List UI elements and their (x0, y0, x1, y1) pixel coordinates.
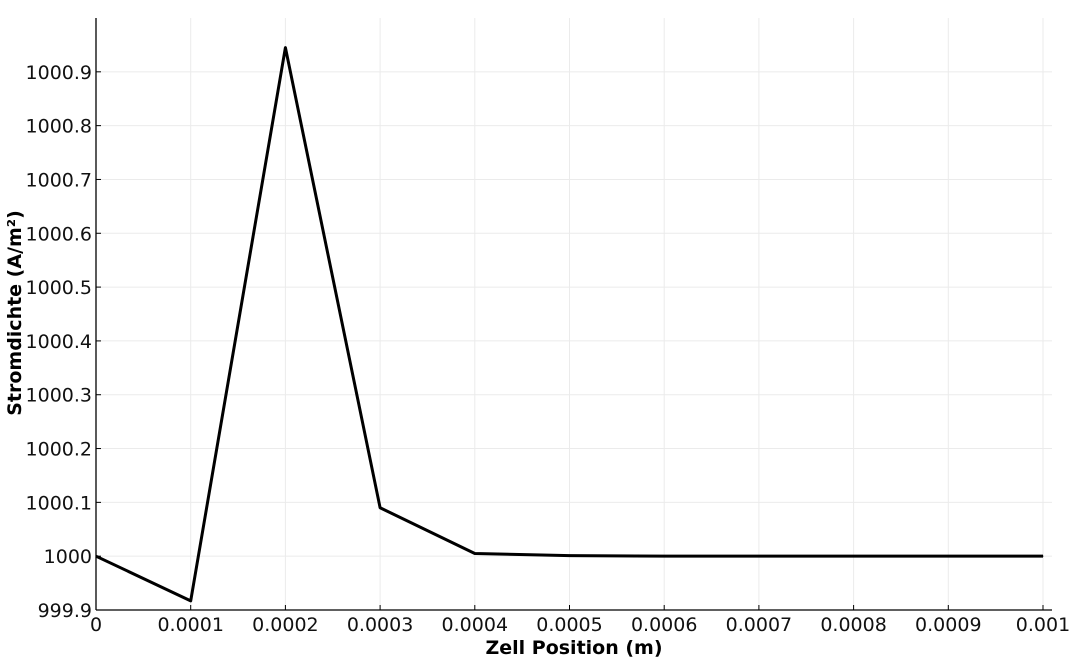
x-tick-label: 0.0004 (442, 614, 508, 636)
data-point (95, 555, 97, 557)
data-point (853, 555, 855, 557)
x-axis-title: Zell Position (m) (485, 637, 662, 659)
y-tick-label: 1000 (44, 546, 92, 568)
data-point (758, 555, 760, 557)
y-tick-labels: 999.9 1000 1000.1 1000.2 1000.3 1000.4 1000.5 1… (26, 62, 92, 622)
x-tick-label: 0.0008 (820, 614, 886, 636)
y-tick-label: 999.9 (38, 600, 92, 622)
y-tick-label: 1000.9 (26, 62, 92, 84)
data-point (474, 552, 476, 554)
axes (95, 18, 1052, 611)
x-tick-label: 0.0005 (536, 614, 602, 636)
y-tick-label: 1000.5 (26, 277, 92, 299)
data-point (663, 555, 665, 557)
y-tick-label: 1000.7 (26, 169, 92, 191)
data-point (947, 555, 949, 557)
y-axis-title: Stromdichte (A/m²) (4, 210, 26, 416)
data-point (379, 507, 381, 509)
x-tick-label: 0.0009 (915, 614, 981, 636)
y-tick-label: 1000.6 (26, 223, 92, 245)
data-point (1042, 555, 1044, 557)
x-tick-label: 0.0003 (347, 614, 413, 636)
y-tick-label: 1000.4 (26, 331, 92, 353)
x-tick-label: 0 (90, 614, 102, 636)
grid-lines (96, 18, 1052, 610)
data-point (284, 47, 286, 49)
data-point (190, 600, 192, 602)
y-tick-label: 1000.3 (26, 385, 92, 407)
y-tick-label: 1000.8 (26, 116, 92, 138)
x-tick-label: 0.0007 (726, 614, 792, 636)
x-tick-label: 0.0002 (252, 614, 318, 636)
x-tick-label: 0.0006 (631, 614, 697, 636)
x-tick-labels: 0 0.0001 0.0002 0.0003 0.0004 0.0005 0.0006 0.0… (90, 614, 1070, 636)
y-tick-label: 1000.1 (26, 492, 92, 514)
series-lines (95, 46, 1044, 603)
x-tick-label: 0.0001 (157, 614, 223, 636)
y-tick-label: 1000.2 (26, 439, 92, 461)
x-tick-label: 0.001 (1016, 614, 1070, 636)
data-point (569, 555, 570, 557)
